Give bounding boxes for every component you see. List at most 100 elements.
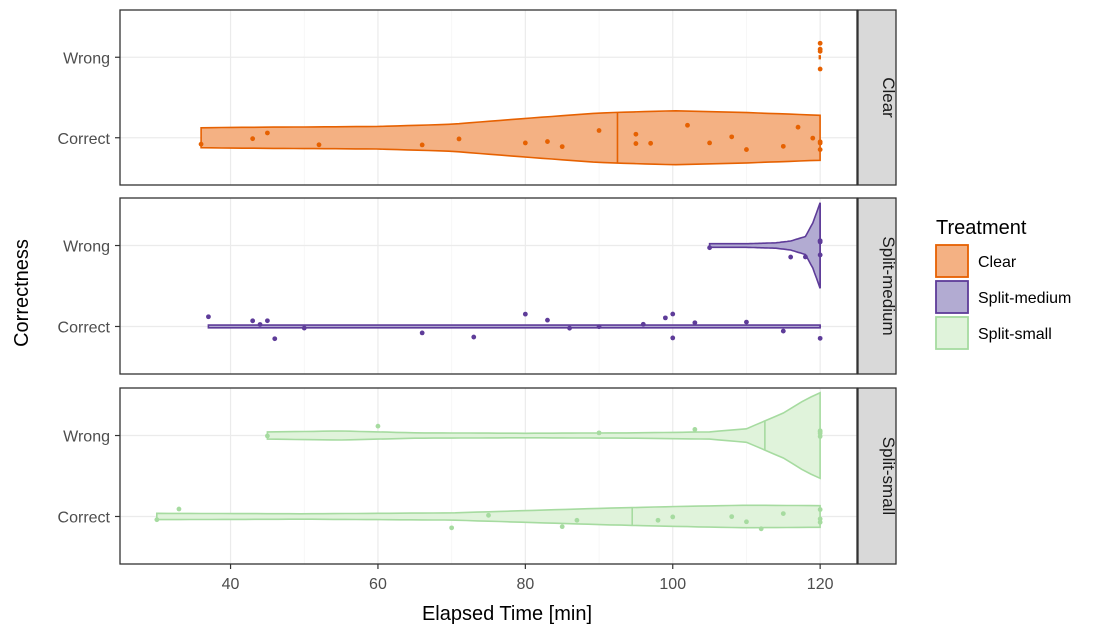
data-point [707, 245, 712, 251]
data-point [265, 318, 270, 324]
data-point [817, 507, 823, 512]
x-tick-label: 40 [222, 576, 240, 593]
data-point [257, 322, 263, 327]
facet-strip [857, 197, 897, 375]
panel-clear: Wrong Correct Clear [58, 9, 898, 186]
data-point [316, 142, 322, 148]
data-point [176, 506, 182, 512]
data-point [817, 428, 823, 434]
data-point [817, 147, 823, 152]
data-point [758, 526, 764, 532]
data-point [596, 430, 602, 436]
y-tick-label: Correct [58, 509, 111, 526]
data-point [206, 314, 211, 320]
data-point [729, 514, 735, 520]
data-point [817, 335, 823, 341]
violin-correct [200, 109, 821, 166]
data-point [729, 134, 735, 140]
data-point [744, 147, 749, 152]
data-point [692, 320, 698, 326]
panel-border [119, 387, 858, 565]
x-axis-title: Elapsed Time [min] [422, 603, 592, 625]
data-point [419, 142, 425, 148]
data-point [780, 143, 786, 149]
data-point [375, 423, 381, 429]
facet-strip-label: Clear [879, 77, 898, 118]
x-tick-label: 80 [516, 576, 534, 593]
data-point [662, 315, 668, 321]
data-point [817, 66, 823, 72]
data-point [545, 139, 550, 144]
data-point [817, 252, 823, 258]
data-point [817, 516, 823, 522]
data-point [685, 122, 690, 128]
y-tick-label: Correct [58, 319, 111, 336]
data-point [817, 519, 823, 525]
data-point [817, 139, 823, 145]
data-point [817, 434, 823, 439]
data-point [574, 517, 580, 523]
violin-wrong [266, 391, 821, 480]
data-point [567, 325, 572, 331]
data-point [449, 525, 455, 531]
y-tick-label: Wrong [63, 429, 110, 446]
panel-split-small: Wrong Correct Split-small [58, 387, 898, 565]
panel-border [119, 197, 858, 375]
data-point [780, 328, 786, 334]
legend-key [935, 280, 969, 314]
data-point [471, 334, 477, 340]
data-point [596, 324, 602, 330]
data-point [817, 238, 823, 244]
chart-panels: Wrong Correct Clear Wrong Correct Split-mediu… [58, 9, 898, 565]
data-point [633, 141, 639, 146]
panel-split-medium: Wrong Correct Split-medium [58, 197, 898, 375]
data-point [670, 514, 676, 520]
data-point [692, 427, 698, 432]
data-point [744, 519, 749, 525]
data-point [265, 433, 270, 439]
y-tick-label: Wrong [63, 239, 110, 256]
violin-wrong [708, 202, 821, 289]
facet-strip [857, 9, 897, 186]
data-point [633, 131, 639, 137]
data-point [707, 140, 712, 146]
legend-label: Split-small [978, 326, 1052, 343]
facet-strip-label: Split-medium [879, 236, 898, 335]
data-point [486, 512, 491, 518]
data-point [301, 325, 307, 331]
data-point [670, 335, 676, 341]
y-tick-label: Wrong [63, 50, 110, 67]
data-point [559, 144, 565, 150]
data-point [545, 317, 550, 323]
legend-title: Treatment [936, 217, 1027, 239]
data-point [250, 318, 256, 324]
data-point [456, 136, 462, 142]
data-point [154, 517, 160, 523]
x-tick-label: 120 [807, 576, 834, 593]
data-point [744, 319, 749, 325]
legend-label: Clear [978, 254, 1017, 271]
x-tick-label: 100 [659, 576, 686, 593]
legend-key [935, 244, 969, 278]
data-point [655, 517, 661, 523]
y-axis-title: Correctness [11, 239, 33, 347]
data-point [817, 46, 823, 52]
data-point [640, 321, 646, 327]
data-point [803, 254, 808, 260]
legend: Treatment Clear Split-medium Split-small [935, 217, 1071, 350]
data-point [780, 511, 786, 516]
y-tick-label: Correct [58, 131, 111, 148]
data-point [559, 524, 565, 530]
data-point [795, 124, 801, 130]
data-point [670, 311, 676, 317]
panel-background [120, 388, 857, 564]
legend-key [935, 316, 969, 350]
data-point [272, 336, 278, 342]
facet-strip [857, 387, 897, 565]
data-point [788, 254, 794, 260]
panel-border [119, 9, 858, 186]
data-point [810, 135, 816, 141]
facet-strip-label: Split-small [879, 437, 898, 515]
data-point [250, 136, 256, 142]
